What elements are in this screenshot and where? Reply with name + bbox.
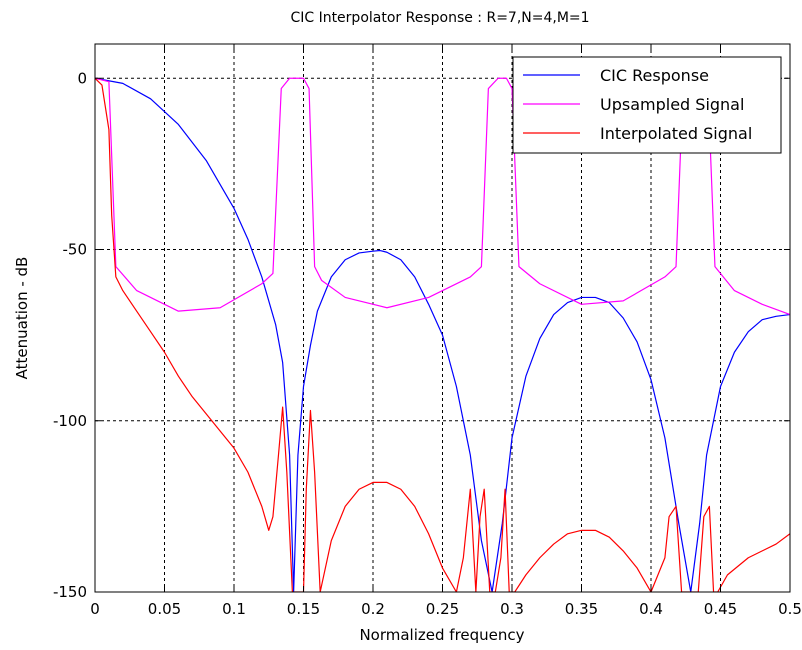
x-tick-label: 0 <box>90 600 100 618</box>
x-tick-label: 0.4 <box>639 600 663 618</box>
legend-label: Upsampled Signal <box>600 95 744 114</box>
legend-label: CIC Response <box>600 66 709 85</box>
chart-title: CIC Interpolator Response : R=7,N=4,M=1 <box>290 10 589 26</box>
series-line-interpolated-signal <box>95 77 790 592</box>
legend-box <box>512 56 782 154</box>
y-tick-label: -150 <box>53 583 87 601</box>
x-tick-label: 0.2 <box>361 600 385 618</box>
x-tick-label: 0.05 <box>148 600 181 618</box>
x-tick-label: 0.5 <box>778 600 802 618</box>
y-tick-label: 0 <box>77 69 87 87</box>
x-tick-label: 0.25 <box>426 600 459 618</box>
x-tick-label: 0.15 <box>287 600 320 618</box>
x-tick-label: 0.45 <box>704 600 737 618</box>
x-axis-label: Normalized frequency <box>359 626 524 644</box>
legend: CIC Response Upsampled Signal Interpolated… <box>512 56 782 154</box>
y-axis-label: Attenuation - dB <box>13 257 31 380</box>
series-line-cic-response <box>95 77 790 592</box>
x-tick-label: 0.35 <box>565 600 598 618</box>
y-tick-label: -50 <box>63 241 88 259</box>
y-tick-label: -100 <box>53 412 87 430</box>
axis-ticks: 0 0.05 0.1 0.15 0.2 0.25 0.3 0.35 0.4 0.45 0.5 0 -50… <box>53 44 802 618</box>
x-tick-label: 0.3 <box>500 600 524 618</box>
legend-label: Interpolated Signal <box>600 124 752 143</box>
x-tick-label: 0.1 <box>222 600 246 618</box>
